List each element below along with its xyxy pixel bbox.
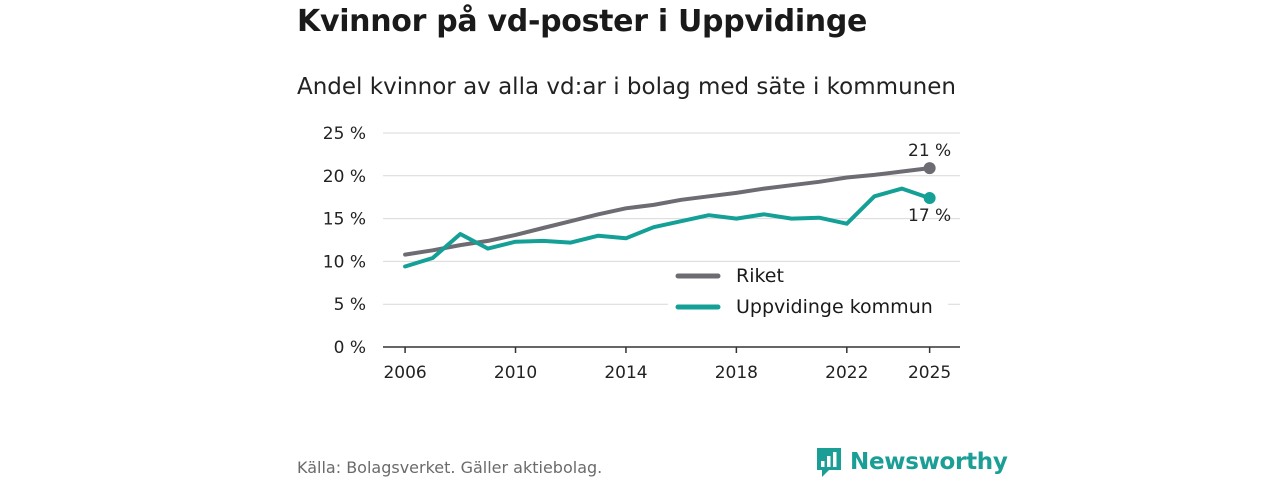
series-line-uppvidinge-kommun <box>403 186 932 269</box>
y-tick-label-0: 0 % <box>334 338 366 358</box>
x-tick-label-2014: 2014 <box>604 363 647 383</box>
x-tick-label-2025: 2025 <box>908 363 951 383</box>
y-tick-label-15: 15 % <box>323 210 366 230</box>
end-label-riket: 21 % <box>908 141 951 161</box>
x-tick-label-2006: 2006 <box>383 363 426 383</box>
labels: 21 % 17 % <box>908 141 951 226</box>
brand-logo: Newsworthy <box>815 446 1008 478</box>
legend-label-riket: Riket <box>736 265 784 287</box>
legend: Riket Uppvidinge kommun <box>668 262 948 323</box>
y-tick-label-20: 20 % <box>323 167 366 187</box>
legend-label-uppvidinge-kommun: Uppvidinge kommun <box>736 296 933 318</box>
brand-name: Newsworthy <box>850 449 1008 475</box>
end-label-uppvidinge-kommun: 17 % <box>908 206 951 226</box>
x-tick-label-2022: 2022 <box>825 363 868 383</box>
series-end-marker-riket <box>923 162 936 175</box>
x-tick-label-2018: 2018 <box>715 363 758 383</box>
source-note: Källa: Bolagsverket. Gäller aktiebolag. <box>297 458 603 477</box>
axes: 0 % 5 % 10 % 15 % 20 % 25 % 2006 2010 2014 2018 20… <box>323 124 960 383</box>
series-line-riket <box>403 166 932 257</box>
chart-subtitle: Andel kvinnor av alla vd:ar i bolag med … <box>297 74 956 100</box>
series <box>403 162 936 269</box>
y-tick-label-10: 10 % <box>323 252 366 272</box>
chart-title: Kvinnor på vd-poster i Uppvidinge <box>297 4 868 39</box>
newsworthy-logo-icon <box>817 448 841 477</box>
series-end-marker-uppvidinge-kommun <box>923 192 936 205</box>
y-tick-label-25: 25 % <box>323 124 366 144</box>
x-tick-label-2010: 2010 <box>494 363 537 383</box>
y-tick-label-5: 5 % <box>334 295 366 315</box>
